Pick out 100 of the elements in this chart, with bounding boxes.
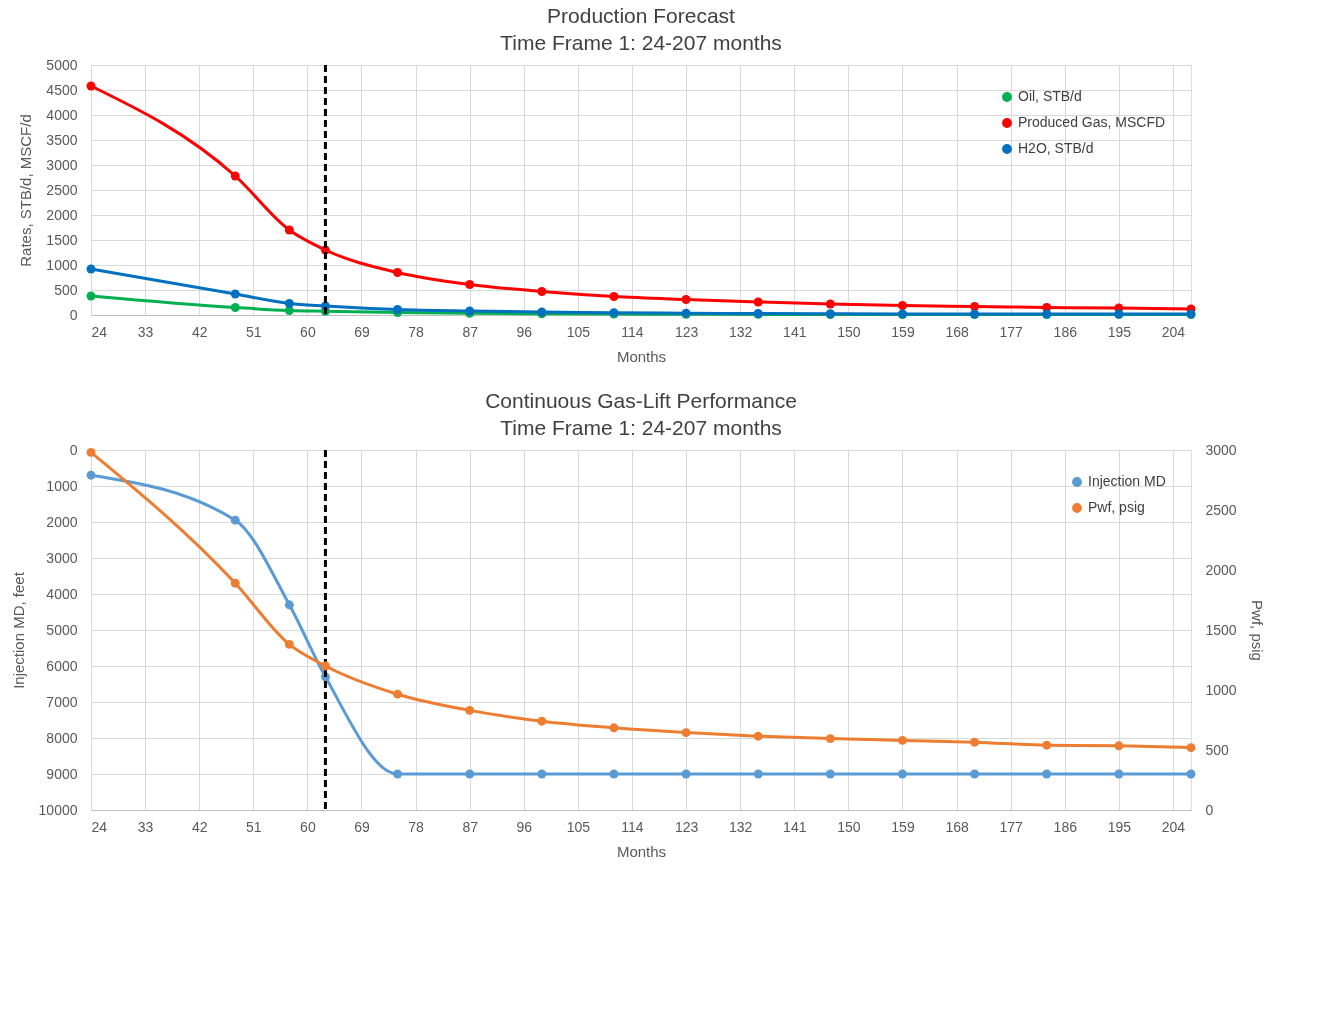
x-tick-label: 78 — [408, 818, 425, 835]
x-tick-label: 69 — [354, 323, 370, 340]
x-tick-label: 96 — [516, 323, 533, 340]
point — [393, 769, 403, 779]
x-tick-label: 96 — [516, 818, 533, 835]
point — [898, 769, 907, 779]
x-tick-label: 87 — [462, 818, 479, 835]
y-tick-label: 9000 — [46, 765, 78, 782]
point — [284, 225, 294, 235]
point — [320, 661, 330, 671]
point — [609, 292, 619, 301]
point — [898, 735, 907, 745]
y-tick-label: 5000 — [46, 621, 78, 638]
point — [970, 302, 980, 311]
x-axis-title: Months — [616, 842, 667, 860]
x-tick-label: 60 — [300, 323, 316, 340]
y-tick-label: 3500 — [46, 131, 78, 148]
y-tick-label: 7000 — [46, 693, 78, 710]
x-tick-label: 51 — [246, 818, 262, 835]
point — [1114, 769, 1124, 779]
y-tick-label: 8000 — [46, 729, 78, 746]
point — [825, 734, 835, 744]
x-tick-label: 204 — [1161, 323, 1186, 340]
y-tick-label: 10000 — [38, 801, 78, 818]
point — [86, 447, 96, 457]
point — [609, 723, 619, 733]
x-tick-label: 114 — [621, 323, 644, 340]
point — [753, 769, 763, 779]
y-tick-label: 500 — [54, 281, 78, 298]
x-tick-label: 33 — [137, 323, 154, 340]
point — [230, 289, 240, 299]
y-axis-title: Rates, STB/d, MSCF/d — [17, 114, 35, 267]
y-tick-label: 4500 — [46, 81, 78, 98]
point — [970, 737, 980, 747]
y-tick-label: 1500 — [46, 231, 78, 248]
x-tick-label: 114 — [621, 818, 644, 835]
point — [86, 81, 96, 91]
x-tick-label: 195 — [1107, 818, 1132, 835]
point — [393, 689, 403, 699]
x-tick-label: 105 — [566, 818, 591, 835]
x-tick-label: 51 — [246, 323, 262, 340]
y-axis-title: Injection MD, feet — [9, 571, 27, 689]
point — [898, 301, 907, 310]
y-tick-label: 2000 — [46, 513, 78, 530]
point — [230, 515, 240, 525]
x-tick-label: 141 — [783, 323, 807, 340]
x-tick-label: 132 — [729, 818, 753, 835]
point — [465, 705, 475, 715]
y-tick-label: 5000 — [46, 56, 78, 73]
point — [1186, 769, 1196, 779]
point — [970, 769, 980, 779]
x-tick-label: 24 — [91, 323, 108, 340]
legend-label: H2O, STB/d — [1018, 140, 1094, 156]
x-tick-label: 141 — [783, 818, 807, 835]
point — [825, 299, 835, 309]
legend-label: Pwf, psig — [1088, 499, 1145, 515]
point — [230, 303, 240, 312]
point — [393, 268, 403, 277]
y2-axis-title: Pwf, psig — [1248, 600, 1266, 661]
point — [1042, 769, 1052, 779]
x-tick-label: 42 — [191, 323, 208, 340]
y-tick-label: 4000 — [46, 585, 78, 602]
point — [86, 264, 96, 274]
x-tick-label: 105 — [566, 323, 591, 340]
y2-tick-label: 500 — [1205, 741, 1230, 758]
point — [86, 470, 96, 480]
x-tick-label: 42 — [191, 818, 208, 835]
point — [465, 280, 475, 289]
x-tick-label: 159 — [891, 818, 915, 835]
y-tick-label: 2500 — [46, 181, 78, 198]
point — [537, 287, 547, 296]
point — [825, 769, 835, 779]
x-tick-label: 87 — [462, 323, 479, 340]
y-tick-label: 1000 — [46, 477, 78, 494]
y2-tick-label: 2000 — [1205, 561, 1237, 578]
x-tick-label: 123 — [674, 818, 699, 835]
legend-label: Oil, STB/d — [1018, 88, 1082, 104]
point — [753, 297, 763, 307]
x-tick-label: 123 — [674, 323, 699, 340]
x-tick-label: 60 — [300, 818, 316, 835]
point — [1186, 743, 1196, 753]
legend-label: Injection MD — [1088, 473, 1166, 489]
point — [753, 731, 763, 741]
point — [609, 769, 619, 779]
x-tick-label: 150 — [837, 818, 861, 835]
point — [284, 299, 294, 308]
legend-label: Produced Gas, MSCFD — [1018, 114, 1166, 130]
y2-tick-label: 2500 — [1205, 501, 1237, 518]
chart-subtitle: Time Frame 1: 24-207 months — [500, 31, 782, 54]
point — [230, 578, 240, 588]
x-tick-label: 204 — [1161, 818, 1186, 835]
point — [86, 291, 96, 301]
x-tick-label: 186 — [1053, 323, 1078, 340]
point — [537, 716, 547, 726]
point — [681, 295, 691, 304]
y-tick-label: 3000 — [46, 549, 78, 566]
chart-title: Continuous Gas-Lift Performance — [485, 389, 797, 412]
x-tick-label: 150 — [837, 323, 861, 340]
point — [284, 639, 294, 649]
y-tick-label: 0 — [69, 441, 78, 458]
